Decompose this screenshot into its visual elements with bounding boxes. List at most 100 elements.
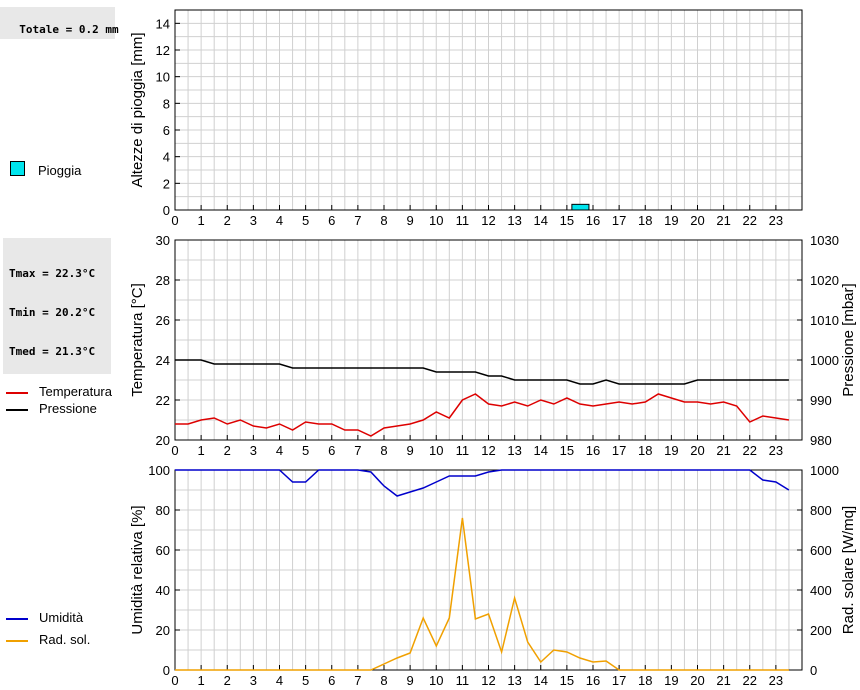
y-axis-label-right: Rad. solare [W/mq] bbox=[840, 506, 857, 634]
temperature-legend-label: Temperatura bbox=[39, 384, 112, 399]
chart-panel-2: 0 1 2 3 4 5 6 7 8 9 10 11 12 13 14 15 16 17 18 19 20 21 22 2320… bbox=[129, 233, 857, 458]
x-tick-label: 3 bbox=[250, 443, 257, 458]
x-tick-label: 11 bbox=[456, 443, 470, 458]
y-tick-label: 30 bbox=[156, 233, 170, 248]
x-tick-label: 16 bbox=[586, 673, 600, 688]
x-tick-label: 18 bbox=[638, 213, 652, 228]
rain-total-text: Totale = 0.2 mm bbox=[19, 23, 119, 36]
x-tick-label: 19 bbox=[664, 213, 678, 228]
solar-legend-label: Rad. sol. bbox=[39, 632, 91, 647]
x-tick-label: 1 bbox=[198, 443, 205, 458]
y-tick-label-right: 400 bbox=[810, 583, 832, 598]
x-tick-label: 5 bbox=[302, 213, 309, 228]
x-tick-label: 5 bbox=[302, 673, 309, 688]
y-tick-label: 6 bbox=[163, 123, 170, 138]
y-tick-label-right: 600 bbox=[810, 543, 832, 558]
x-tick-label: 10 bbox=[429, 443, 443, 458]
solar-legend-line bbox=[6, 640, 28, 642]
y-tick-label: 4 bbox=[163, 150, 170, 165]
y-tick-label-right: 200 bbox=[810, 623, 832, 638]
x-tick-label: 23 bbox=[769, 213, 783, 228]
x-tick-label: 11 bbox=[456, 213, 470, 228]
x-tick-label: 18 bbox=[638, 673, 652, 688]
chart-panel-3: 0 1 2 3 4 5 6 7 8 9 10 11 12 13 14 15 16 17 18 19 20 21 22 2302… bbox=[129, 463, 857, 688]
y-tick-label: 14 bbox=[156, 16, 170, 31]
x-tick-label: 7 bbox=[354, 673, 361, 688]
x-tick-label: 3 bbox=[250, 213, 257, 228]
y-tick-label-right: 800 bbox=[810, 503, 832, 518]
y-tick-label-right: 1000 bbox=[810, 463, 839, 478]
x-tick-label: 15 bbox=[560, 673, 574, 688]
y-tick-label-right: 990 bbox=[810, 393, 832, 408]
x-tick-label: 12 bbox=[481, 673, 495, 688]
y-tick-label-right: 980 bbox=[810, 433, 832, 448]
x-tick-label: 23 bbox=[769, 673, 783, 688]
y-tick-label: 60 bbox=[156, 543, 170, 558]
x-tick-label: 22 bbox=[743, 443, 757, 458]
y-axis-label: Umidità relativa [%] bbox=[129, 505, 146, 634]
x-tick-label: 21 bbox=[716, 443, 730, 458]
x-tick-label: 0 bbox=[171, 443, 178, 458]
y-axis-label: Temperatura [°C] bbox=[129, 283, 146, 397]
x-tick-label: 13 bbox=[507, 213, 521, 228]
y-tick-label: 10 bbox=[156, 70, 170, 85]
x-tick-label: 8 bbox=[380, 673, 387, 688]
y-tick-label: 40 bbox=[156, 583, 170, 598]
x-tick-label: 4 bbox=[276, 673, 283, 688]
y-tick-label: 12 bbox=[156, 43, 170, 58]
x-tick-label: 2 bbox=[224, 443, 231, 458]
x-tick-label: 12 bbox=[481, 443, 495, 458]
y-tick-label: 2 bbox=[163, 176, 170, 191]
humidity-legend-label: Umidità bbox=[39, 610, 84, 625]
x-tick-label: 6 bbox=[328, 213, 335, 228]
y-tick-label-right: 1030 bbox=[810, 233, 839, 248]
x-tick-label: 1 bbox=[198, 673, 205, 688]
x-tick-label: 21 bbox=[716, 213, 730, 228]
x-tick-label: 10 bbox=[429, 213, 443, 228]
x-tick-label: 3 bbox=[250, 673, 257, 688]
x-tick-label: 7 bbox=[354, 213, 361, 228]
y-tick-label-right: 1010 bbox=[810, 313, 839, 328]
x-tick-label: 15 bbox=[560, 213, 574, 228]
x-tick-label: 1 bbox=[198, 213, 205, 228]
x-tick-label: 11 bbox=[456, 673, 470, 688]
x-tick-label: 8 bbox=[380, 443, 387, 458]
x-tick-label: 5 bbox=[302, 443, 309, 458]
pressure-line bbox=[175, 359, 789, 385]
x-tick-label: 8 bbox=[380, 213, 387, 228]
x-tick-label: 17 bbox=[612, 443, 626, 458]
y-tick-label-right: 0 bbox=[810, 663, 817, 678]
x-tick-label: 0 bbox=[171, 213, 178, 228]
x-tick-label: 9 bbox=[407, 443, 414, 458]
x-tick-label: 22 bbox=[743, 213, 757, 228]
rain-total-box: Totale = 0.2 mm bbox=[0, 7, 119, 39]
x-tick-label: 10 bbox=[429, 673, 443, 688]
y-tick-label: 0 bbox=[163, 663, 170, 678]
y-tick-label: 26 bbox=[156, 313, 170, 328]
x-tick-label: 9 bbox=[407, 673, 414, 688]
temperature-line bbox=[175, 393, 790, 437]
y-axis-label: Altezze di pioggia [mm] bbox=[129, 32, 146, 187]
temperature-stats-box: Tmax = 22.3°C Tmin = 20.2°C Tmed = 21.3°… bbox=[3, 238, 111, 374]
tmed-text: Tmed = 21.3°C bbox=[9, 345, 96, 358]
x-tick-label: 2 bbox=[224, 213, 231, 228]
y-tick-label: 80 bbox=[156, 503, 170, 518]
x-tick-label: 6 bbox=[328, 443, 335, 458]
x-tick-label: 7 bbox=[354, 443, 361, 458]
x-tick-label: 20 bbox=[690, 443, 704, 458]
y-tick-label: 8 bbox=[163, 96, 170, 111]
y-axis-label-right: Pressione [mbar] bbox=[840, 283, 857, 396]
y-tick-label-right: 1020 bbox=[810, 273, 839, 288]
y-tick-label: 22 bbox=[156, 393, 170, 408]
x-tick-label: 17 bbox=[612, 673, 626, 688]
x-tick-label: 22 bbox=[743, 673, 757, 688]
humidity-line bbox=[175, 469, 790, 497]
x-tick-label: 20 bbox=[690, 213, 704, 228]
x-tick-label: 19 bbox=[664, 443, 678, 458]
y-tick-label: 20 bbox=[156, 433, 170, 448]
solar-radiation-line bbox=[175, 517, 789, 671]
rain-legend-label: Pioggia bbox=[38, 163, 82, 178]
x-tick-label: 13 bbox=[507, 673, 521, 688]
x-tick-label: 9 bbox=[407, 213, 414, 228]
x-tick-label: 15 bbox=[560, 443, 574, 458]
